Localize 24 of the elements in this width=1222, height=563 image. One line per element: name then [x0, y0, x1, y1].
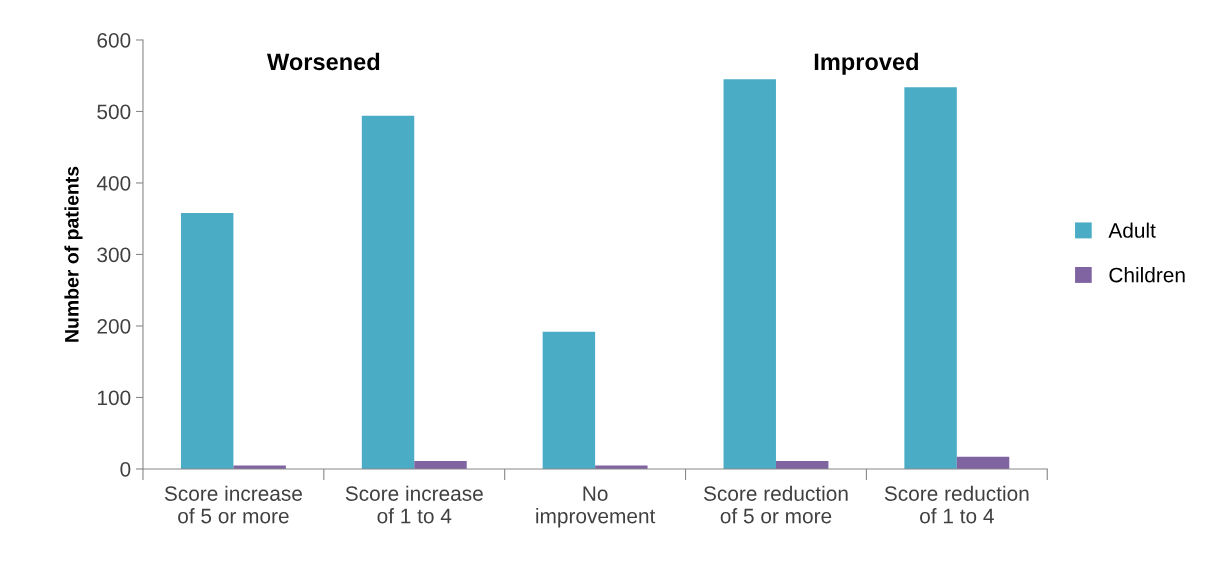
x-tick-label: Score reduction of 1 to 4	[884, 485, 1029, 524]
bar	[904, 87, 957, 469]
y-tick-label: 600	[97, 32, 131, 48]
y-tick-label: 200	[97, 318, 131, 334]
bar	[180, 213, 234, 469]
x-tick-label: Score increase of 1 to 4	[345, 485, 483, 524]
x-tick-label: No improvement	[536, 486, 656, 528]
x-tick-label: Score increase of 5 or more	[164, 485, 302, 524]
y-axis-title: Number of patients	[64, 166, 83, 342]
bar	[542, 331, 596, 469]
legend-label: Children	[1109, 267, 1185, 283]
bar	[723, 79, 776, 469]
bar	[414, 461, 467, 469]
annotation: Worsened	[266, 52, 380, 71]
bar	[956, 456, 1010, 469]
y-tick-label: 400	[96, 175, 131, 191]
y-tick-label: 300	[97, 247, 131, 263]
y-tick-label: 500	[97, 104, 131, 120]
bar	[361, 115, 415, 469]
x-tick-label: Score reduction of 5 or more	[703, 485, 848, 524]
y-tick-label: 100	[98, 390, 131, 406]
y-tick-label: 0	[120, 461, 131, 477]
legend-label: Adult	[1108, 222, 1156, 238]
annotation: Improved	[814, 52, 918, 75]
